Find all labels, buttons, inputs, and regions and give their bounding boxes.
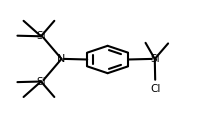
Text: Si: Si [36,77,45,87]
Text: Si: Si [36,31,45,41]
Text: Si: Si [149,54,159,64]
Text: N: N [57,54,65,64]
Text: Cl: Cl [149,84,160,94]
